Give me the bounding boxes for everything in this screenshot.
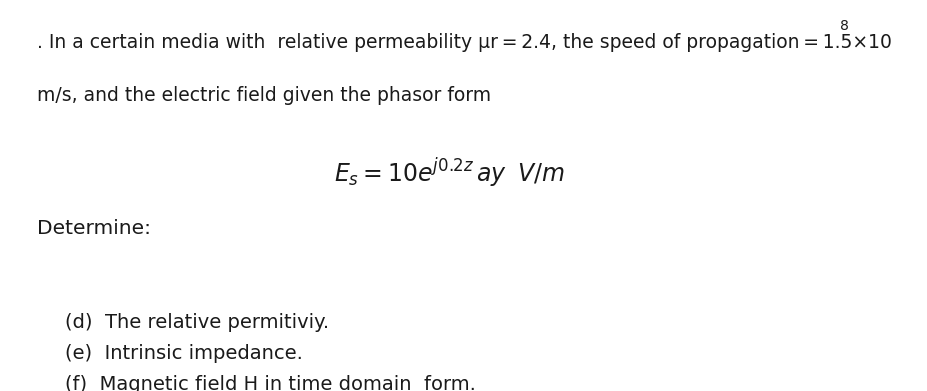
Text: m/s, and the electric field given the phasor form: m/s, and the electric field given the ph… bbox=[37, 86, 490, 105]
Text: Determine:: Determine: bbox=[37, 219, 151, 238]
Text: (f)  Magnetic field H in time domain  form.: (f) Magnetic field H in time domain form… bbox=[65, 375, 476, 391]
Text: (d)  The relative permitiviy.: (d) The relative permitiviy. bbox=[65, 313, 329, 332]
Text: 8: 8 bbox=[839, 19, 848, 33]
Text: (e)  Intrinsic impedance.: (e) Intrinsic impedance. bbox=[65, 344, 302, 363]
Text: . In a certain media with  relative permeability μr = 2.4, the speed of propagat: . In a certain media with relative perme… bbox=[37, 33, 891, 52]
Text: $E_s = 10e^{j0.2z}\,ay\;\;V/m$: $E_s = 10e^{j0.2z}\,ay\;\;V/m$ bbox=[334, 156, 565, 190]
